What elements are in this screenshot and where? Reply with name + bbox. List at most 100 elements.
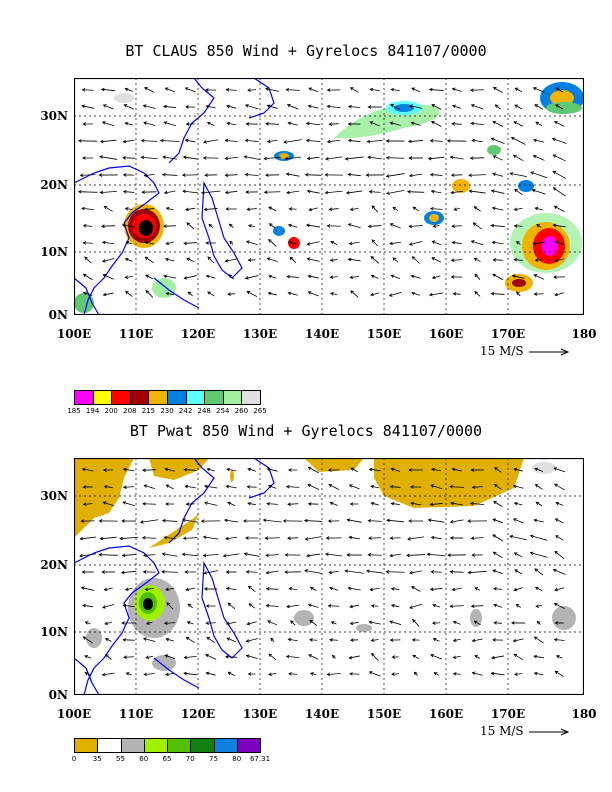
wind-vector-head [286,104,291,108]
wind-vector-head [227,671,232,675]
panel-2-ylabel-10n: 10N [40,625,68,639]
wind-vector [204,570,218,574]
wind-vector-head [451,587,456,592]
wind-vector-head [449,536,454,540]
wind-vector [430,140,443,142]
wind-vector [472,486,483,488]
wind-vector-head [265,173,269,177]
wind-vector [431,190,442,194]
wind-vector-head [161,518,166,523]
wind-vector [165,587,175,591]
wind-vector [349,604,360,608]
panel-2-xlabel-110e: 110E [118,707,154,721]
panel-1-xlabel-170e: 170E [490,327,526,341]
colorbar-tick-label: 75 [209,755,218,763]
wind-vector-head [309,638,313,642]
wind-vector-head [347,138,352,143]
wind-vector-head [430,189,435,194]
wind-vector [166,241,174,245]
panel-2-xlabel-160e: 160E [428,707,464,721]
wind-vector [185,207,196,211]
wind-vector-head [553,205,558,209]
wind-vector-head [101,224,105,228]
wind-vector-head [181,518,186,522]
wind-vector-head [365,569,370,574]
panel-1-ylabel-0n: 0N [48,308,68,322]
wind-vector [491,138,505,144]
wind-vector [450,502,464,506]
wind-vector [188,603,193,609]
wind-vector [371,275,379,279]
wind-vector-head [468,173,472,178]
wind-vector-head [349,87,354,91]
wind-vector-head [285,87,290,92]
wind-vector-head [306,223,310,228]
wind-vector-head [263,190,268,194]
wind-vector-head [268,223,273,227]
wind-vector-head [494,104,499,108]
panel-2-xlabel-170e: 170E [490,707,526,721]
wind-vector [100,536,117,540]
wind-vector-head [305,121,310,126]
wind-vector-head [101,672,106,677]
wind-vector-head [144,587,149,592]
wind-vector-head [349,672,353,676]
wind-vector-head [554,518,559,522]
colorbar-tick-label: 200 [104,407,118,415]
wind-vector [268,206,277,212]
wind-vector [206,636,216,644]
wind-vector [246,241,258,245]
wind-vector [514,104,523,110]
wind-vector-head [390,104,394,108]
wind-vector [123,468,135,472]
wind-vector-head [268,206,272,210]
wind-vector [162,571,178,573]
wind-vector-head [449,484,454,489]
wind-vector-head [515,604,520,608]
colorbar-swatch [143,738,168,753]
wind-vector [553,467,566,473]
wind-vector-head [367,553,372,557]
wind-vector-head [165,637,170,642]
wind-vector [534,104,544,110]
wind-vector [555,104,564,110]
wind-vector [554,587,565,591]
wind-vector [305,536,322,540]
wind-vector-head [410,121,415,126]
wind-vector-head [283,140,288,144]
wind-vector-head [186,222,190,226]
wind-vector-head [187,291,192,296]
wind-vector [371,639,379,641]
wind-vector-head [124,121,129,126]
wind-vector-head [122,603,127,608]
wind-vector-head [222,554,227,558]
wind-vector [103,501,114,507]
wind-vector-head [141,536,146,540]
wind-vector [304,520,323,522]
wind-vector [469,190,486,194]
wind-vector [533,241,545,245]
wind-vector [428,156,445,160]
wind-vector-head [347,223,352,227]
wind-vector [166,602,174,610]
wind-vector [83,273,93,281]
wind-vector-head [326,139,331,144]
wind-vector-head [450,258,455,262]
wind-vector [123,604,135,608]
wind-vector-head [245,122,250,126]
wind-vector-head [121,519,125,523]
wind-vector [554,205,565,213]
wind-vector-head [286,190,290,195]
wind-vector-head [329,258,334,262]
wind-vector [83,292,93,296]
wind-vector [535,501,543,507]
wind-vector-head [555,655,560,659]
wind-vector-head [385,139,390,143]
wind-vector [553,154,566,162]
wind-vector [411,292,421,296]
wind-vector-head [513,501,518,506]
wind-vector-head [124,257,129,262]
wind-vector [454,207,460,211]
wind-vector-head [554,240,559,244]
wind-vector-head [287,291,292,296]
